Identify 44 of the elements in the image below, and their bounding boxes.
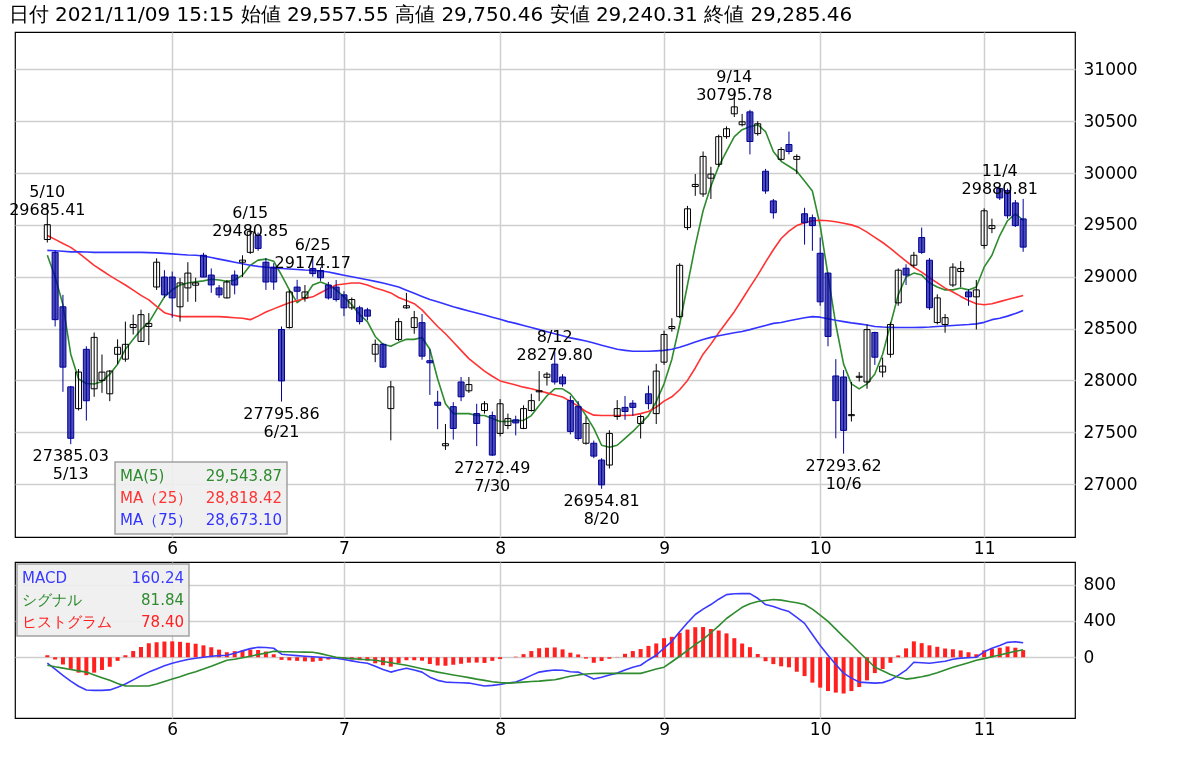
annotation: 27272.49 7/30 xyxy=(454,457,531,495)
y-tick-label: 28000 xyxy=(1083,369,1138,390)
annotation: 29,543.87 xyxy=(205,467,282,485)
x-tick-label: 11 xyxy=(973,718,996,739)
y-tick-label: 31000 xyxy=(1083,58,1138,79)
text: MACD xyxy=(22,569,67,587)
x-tick-label: 7 xyxy=(339,537,350,558)
text: シグナル xyxy=(22,591,82,609)
annotation: 27795.86 6/21 xyxy=(243,403,320,441)
annotation: 78.40 xyxy=(141,613,184,631)
x-tick-label: 10 xyxy=(809,537,832,558)
y-tick-label: 29000 xyxy=(1083,266,1138,287)
annotation: 11/4 29880.81 xyxy=(961,161,1038,199)
text: MA（75） xyxy=(120,511,193,529)
y-tick-label: 27000 xyxy=(1083,473,1138,494)
annotation: 9/14 30795.78 xyxy=(696,66,773,104)
x-tick-label: 7 xyxy=(339,718,350,739)
annotation: 26954.81 8/20 xyxy=(563,490,640,528)
annotation: 28,673.10 xyxy=(205,511,282,529)
x-tick-label: 8 xyxy=(495,718,507,739)
text: MA（25） xyxy=(120,489,193,507)
y-tick-label: 28500 xyxy=(1083,318,1138,339)
annotation: 81.84 xyxy=(141,591,184,609)
x-tick-label: 6 xyxy=(167,718,179,739)
x-tick-label: 9 xyxy=(659,537,670,558)
annotation: 28,818.42 xyxy=(205,489,282,507)
y-tick-label: 400 xyxy=(1083,610,1116,631)
x-tick-label: 9 xyxy=(659,718,670,739)
x-tick-label: 10 xyxy=(809,718,832,739)
chart-title: 日付 2021/11/09 15:15 始値 29,557.55 高値 29,750.46 安値 29,240.31 終値 29,285.46 xyxy=(8,2,853,27)
annotation: 27293.62 10/6 xyxy=(805,455,882,493)
x-tick-label: 8 xyxy=(495,537,507,558)
x-tick-label: 6 xyxy=(167,537,179,558)
y-tick-label: 30500 xyxy=(1083,110,1138,131)
y-tick-label: 800 xyxy=(1083,574,1116,595)
annotation: 27385.03 5/13 xyxy=(32,446,109,484)
x-tick-label: 11 xyxy=(973,537,996,558)
text: MA(5) xyxy=(120,467,165,485)
annotation: 160.24 xyxy=(131,569,184,587)
series-label: ヒストグラム xyxy=(22,613,112,631)
y-tick-label: 29500 xyxy=(1083,214,1138,235)
y-tick-label: 27500 xyxy=(1083,421,1138,442)
y-tick-label: 0 xyxy=(1083,646,1095,667)
y-tick-label: 30000 xyxy=(1083,162,1138,183)
